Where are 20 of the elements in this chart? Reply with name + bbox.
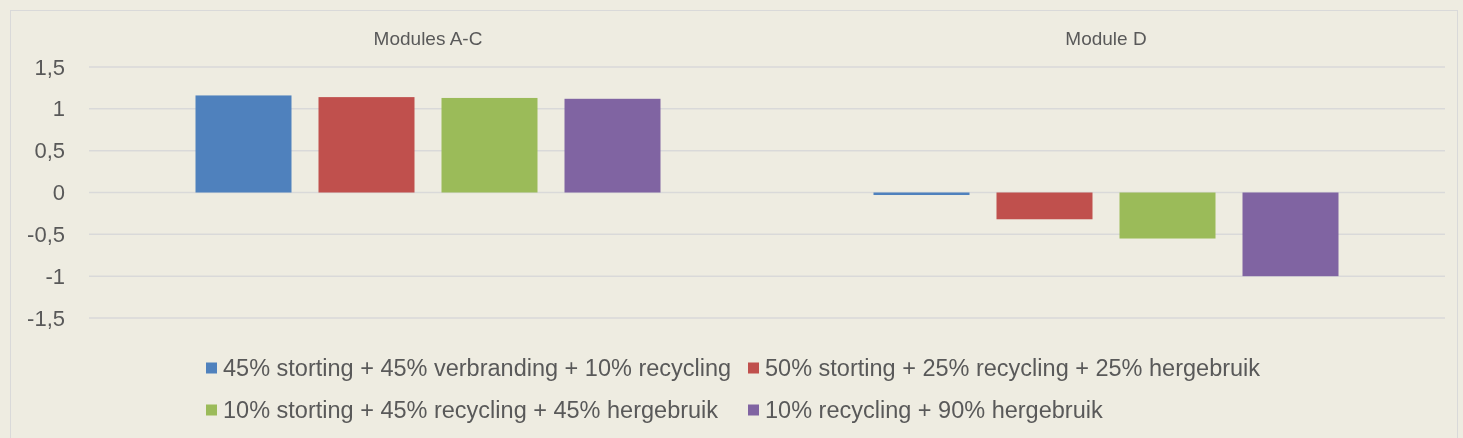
y-tick-label: -1,5 <box>27 305 65 331</box>
y-tick-label: 1 <box>52 96 65 122</box>
x-tick-label: Modules A-C <box>373 27 483 49</box>
bar <box>1119 192 1216 239</box>
y-tick-label: -0,5 <box>27 221 65 247</box>
y-tick-label: 1,5 <box>34 54 65 80</box>
legend-label: 10% storting + 45% recycling + 45% hergebruik <box>223 397 719 423</box>
y-tick-label: 0,5 <box>34 138 65 164</box>
bar <box>441 97 538 193</box>
bar <box>1242 192 1339 277</box>
y-tick-label: 0 <box>52 180 65 205</box>
bar <box>195 95 292 193</box>
x-tick-label: Module D <box>1065 27 1147 49</box>
legend-label: 10% recycling + 90% hergebruik <box>765 397 1103 423</box>
y-tick-label: -1 <box>45 263 65 289</box>
legend-label: 50% storting + 25% recycling + 25% hergebruik <box>765 355 1261 381</box>
bar <box>318 97 415 193</box>
bar <box>564 98 661 193</box>
bar <box>996 192 1093 220</box>
legend-label: 45% storting + 45% verbranding + 10% recycling <box>223 355 732 381</box>
